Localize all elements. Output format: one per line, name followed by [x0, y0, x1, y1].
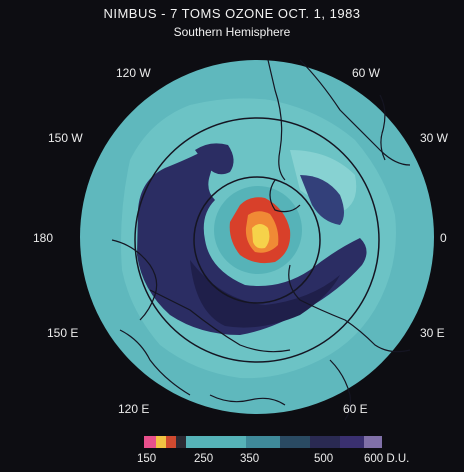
legend-label-600: 600 D.U.: [364, 453, 410, 465]
lon-label-30w: 30 W: [420, 131, 449, 145]
lon-label-120e: 120 E: [118, 402, 150, 416]
legend-swatch-225: [176, 436, 186, 448]
low-ozone-collar: [137, 150, 367, 335]
ozone-hole-center: [252, 224, 270, 249]
legend-swatch-150: [144, 436, 156, 448]
legend-label-250: 250: [194, 453, 214, 465]
latitude-circle-outer: [134, 117, 380, 363]
legend-swatch-500: [340, 436, 364, 448]
lon-label-150w: 150 W: [48, 131, 83, 145]
lon-label-60w: 60 W: [352, 66, 381, 80]
latitude-circle-inner: [193, 176, 321, 304]
lon-label-120w: 120 W: [116, 66, 151, 80]
low-ozone-collar: [300, 175, 344, 225]
lon-label-0: 0: [440, 231, 447, 245]
lon-label-150e: 150 E: [47, 326, 79, 340]
low-ozone-collar: [195, 143, 234, 175]
legend-swatch-200: [166, 436, 176, 448]
map-subtitle: Southern Hemisphere: [173, 25, 291, 39]
legend-swatch-600: [364, 436, 382, 448]
legend-swatch-175: [156, 436, 166, 448]
legend-label-500: 500: [314, 453, 334, 465]
low-ozone-collar: [190, 260, 340, 328]
legend-bar: [144, 436, 382, 448]
legend-swatch-350: [280, 436, 310, 448]
legend-label-150: 150: [137, 453, 157, 465]
coastlines: [111, 59, 411, 421]
legend-swatch-300: [246, 436, 280, 448]
lon-label-180: 180: [33, 231, 54, 245]
legend-label-350: 350: [240, 453, 260, 465]
legend-swatch-400: [310, 436, 340, 448]
legend-swatch-250: [186, 436, 246, 448]
map-title: NIMBUS - 7 TOMS OZONE OCT. 1, 1983: [103, 6, 361, 21]
lon-label-30e: 30 E: [420, 326, 445, 340]
lon-label-60e: 60 E: [343, 402, 368, 416]
